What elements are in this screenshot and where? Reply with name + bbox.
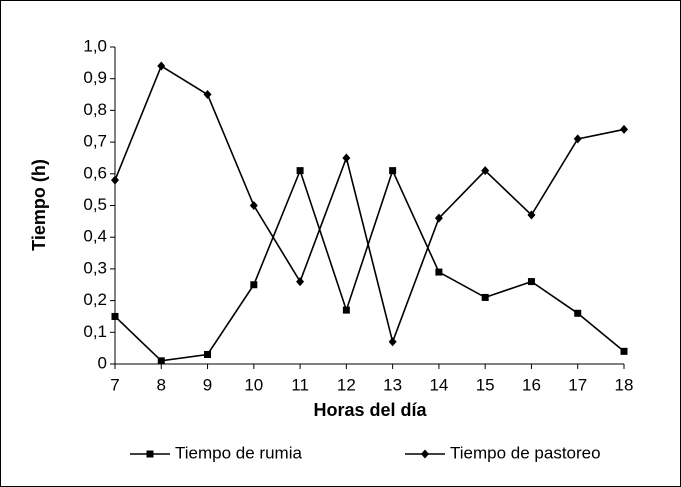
y-tick-label: 0,1 — [83, 322, 107, 341]
x-tick-label: 16 — [522, 375, 541, 394]
x-tick-label: 7 — [110, 375, 119, 394]
data-point — [342, 306, 350, 314]
data-point — [204, 350, 212, 358]
x-tick-label: 14 — [429, 375, 448, 394]
y-tick-label: 0,4 — [83, 227, 107, 246]
data-point — [527, 210, 536, 220]
x-tick-label: 17 — [568, 375, 587, 394]
series-line — [114, 168, 625, 362]
data-point — [435, 268, 443, 276]
data-point — [388, 337, 397, 347]
data-point — [342, 153, 351, 163]
data-point — [573, 134, 582, 144]
x-tick-label: 12 — [337, 375, 356, 394]
y-tick-label: 0,5 — [83, 195, 107, 214]
data-point — [481, 293, 489, 301]
data-point — [574, 309, 582, 317]
data-point — [203, 90, 212, 100]
series-line — [114, 64, 625, 345]
legend-label: Tiempo de pastoreo — [450, 443, 601, 462]
data-point — [157, 357, 165, 365]
legend-marker — [421, 449, 429, 459]
y-axis-title: Tiempo (h) — [29, 159, 49, 251]
y-tick-label: 0 — [98, 353, 107, 372]
data-point — [250, 281, 258, 289]
x-axis-title: Horas del día — [313, 400, 427, 420]
data-point — [111, 175, 119, 185]
x-tick-label: 11 — [291, 375, 309, 394]
data-point — [389, 167, 397, 175]
legend-label: Tiempo de rumia — [175, 443, 302, 462]
data-point — [434, 213, 443, 223]
y-tick-label: 0,6 — [83, 163, 107, 182]
data-point — [620, 124, 628, 134]
y-tick-label: 0,9 — [83, 68, 107, 87]
y-tick-label: 0,8 — [83, 100, 107, 119]
x-tick-label: 9 — [203, 375, 212, 394]
y-tick-label: 0,3 — [83, 258, 107, 277]
data-point — [296, 277, 305, 287]
x-tick-label: 10 — [244, 375, 263, 394]
x-tick-label: 18 — [615, 375, 634, 394]
x-tick-label: 13 — [383, 375, 402, 394]
x-tick-label: 15 — [476, 375, 495, 394]
legend-marker — [146, 450, 154, 458]
y-tick-label: 1,0 — [83, 36, 107, 55]
data-point — [527, 278, 535, 286]
y-tick-label: 0,2 — [83, 290, 107, 309]
data-point — [296, 167, 304, 175]
data-point — [481, 166, 490, 176]
y-tick-label: 0,7 — [83, 132, 107, 151]
data-point — [249, 201, 258, 210]
x-tick-label: 8 — [157, 375, 166, 394]
data-point — [111, 312, 119, 320]
data-point — [620, 347, 628, 355]
data-point — [157, 61, 166, 71]
